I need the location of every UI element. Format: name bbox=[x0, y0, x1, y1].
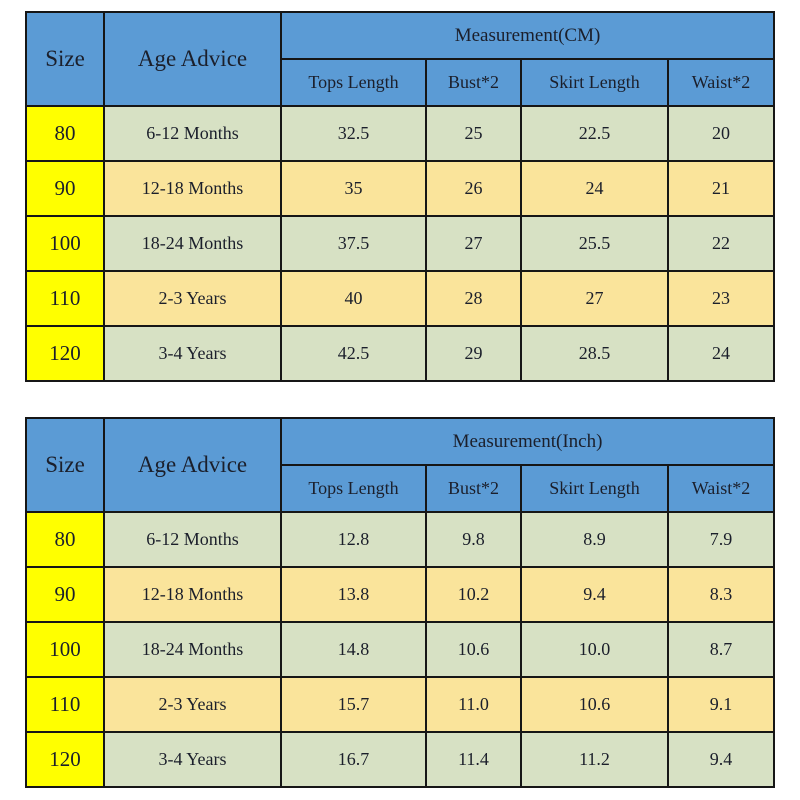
tops-length-column-header: Tops Length bbox=[280, 58, 427, 107]
age-advice-cell: 2-3 Years bbox=[103, 676, 282, 733]
waist-cell: 7.9 bbox=[666, 511, 776, 568]
header-row-main: Size Age Advice Measurement(Inch) bbox=[25, 417, 776, 513]
size-column-header: Size bbox=[25, 11, 105, 107]
age-advice-cell: 6-12 Months bbox=[103, 105, 282, 162]
age-advice-column-header: Age Advice bbox=[103, 11, 282, 107]
size-cell: 100 bbox=[25, 215, 105, 272]
table-row: 110 2-3 Years 15.7 11.0 10.6 9.1 bbox=[25, 676, 776, 733]
skirt-length-cell: 24 bbox=[520, 160, 669, 217]
table-row: 100 18-24 Months 37.5 27 25.5 22 bbox=[25, 215, 776, 272]
waist-cell: 24 bbox=[666, 325, 776, 382]
bust-column-header: Bust*2 bbox=[425, 58, 522, 107]
waist-column-header: Waist*2 bbox=[666, 58, 776, 107]
skirt-length-cell: 9.4 bbox=[520, 566, 669, 623]
table-row: 90 12-18 Months 13.8 10.2 9.4 8.3 bbox=[25, 566, 776, 623]
bust-cell: 29 bbox=[425, 325, 522, 382]
skirt-length-cell: 27 bbox=[520, 270, 669, 327]
bust-cell: 26 bbox=[425, 160, 522, 217]
age-advice-cell: 12-18 Months bbox=[103, 566, 282, 623]
size-cell: 80 bbox=[25, 511, 105, 568]
skirt-length-cell: 10.6 bbox=[520, 676, 669, 733]
tops-length-cell: 37.5 bbox=[280, 215, 427, 272]
tops-length-column-header: Tops Length bbox=[280, 464, 427, 513]
bust-cell: 11.4 bbox=[425, 731, 522, 788]
tops-length-cell: 35 bbox=[280, 160, 427, 217]
skirt-length-cell: 28.5 bbox=[520, 325, 669, 382]
age-advice-cell: 3-4 Years bbox=[103, 325, 282, 382]
waist-cell: 9.1 bbox=[666, 676, 776, 733]
skirt-length-column-header: Skirt Length bbox=[520, 464, 669, 513]
tops-length-cell: 42.5 bbox=[280, 325, 427, 382]
waist-cell: 22 bbox=[666, 215, 776, 272]
age-advice-column-header: Age Advice bbox=[103, 417, 282, 513]
tops-length-cell: 15.7 bbox=[280, 676, 427, 733]
age-advice-cell: 12-18 Months bbox=[103, 160, 282, 217]
tops-length-cell: 32.5 bbox=[280, 105, 427, 162]
bust-cell: 27 bbox=[425, 215, 522, 272]
bust-cell: 25 bbox=[425, 105, 522, 162]
size-cell: 120 bbox=[25, 731, 105, 788]
table-row: 80 6-12 Months 32.5 25 22.5 20 bbox=[25, 105, 776, 162]
header-row-sub: Tops Length Bust*2 Skirt Length Waist*2 bbox=[26, 464, 776, 513]
size-cell: 110 bbox=[25, 270, 105, 327]
table-row: 90 12-18 Months 35 26 24 21 bbox=[25, 160, 776, 217]
tops-length-cell: 12.8 bbox=[280, 511, 427, 568]
skirt-length-cell: 10.0 bbox=[520, 621, 669, 678]
age-advice-cell: 6-12 Months bbox=[103, 511, 282, 568]
header-row-main: Size Age Advice Measurement(CM) bbox=[25, 11, 776, 107]
waist-cell: 20 bbox=[666, 105, 776, 162]
table-row: 120 3-4 Years 42.5 29 28.5 24 bbox=[25, 325, 776, 382]
waist-column-header: Waist*2 bbox=[666, 464, 776, 513]
skirt-length-cell: 22.5 bbox=[520, 105, 669, 162]
size-cell: 110 bbox=[25, 676, 105, 733]
bust-cell: 10.2 bbox=[425, 566, 522, 623]
waist-cell: 9.4 bbox=[666, 731, 776, 788]
age-advice-cell: 18-24 Months bbox=[103, 621, 282, 678]
bust-column-header: Bust*2 bbox=[425, 464, 522, 513]
tops-length-cell: 40 bbox=[280, 270, 427, 327]
bust-cell: 10.6 bbox=[425, 621, 522, 678]
size-column-header: Size bbox=[25, 417, 105, 513]
skirt-length-cell: 11.2 bbox=[520, 731, 669, 788]
table-row: 100 18-24 Months 14.8 10.6 10.0 8.7 bbox=[25, 621, 776, 678]
waist-cell: 21 bbox=[666, 160, 776, 217]
tops-length-cell: 16.7 bbox=[280, 731, 427, 788]
size-chart-inch-table: Size Age Advice Measurement(Inch) Tops L… bbox=[25, 417, 776, 788]
bust-cell: 9.8 bbox=[425, 511, 522, 568]
skirt-length-column-header: Skirt Length bbox=[520, 58, 669, 107]
tops-length-cell: 13.8 bbox=[280, 566, 427, 623]
size-cell: 90 bbox=[25, 160, 105, 217]
size-cell: 120 bbox=[25, 325, 105, 382]
size-cell: 80 bbox=[25, 105, 105, 162]
waist-cell: 8.3 bbox=[666, 566, 776, 623]
age-advice-cell: 2-3 Years bbox=[103, 270, 282, 327]
waist-cell: 8.7 bbox=[666, 621, 776, 678]
tops-length-cell: 14.8 bbox=[280, 621, 427, 678]
size-cell: 90 bbox=[25, 566, 105, 623]
size-chart-cm-table: Size Age Advice Measurement(CM) Tops Len… bbox=[25, 11, 776, 382]
skirt-length-cell: 25.5 bbox=[520, 215, 669, 272]
age-advice-cell: 3-4 Years bbox=[103, 731, 282, 788]
skirt-length-cell: 8.9 bbox=[520, 511, 669, 568]
table-row: 80 6-12 Months 12.8 9.8 8.9 7.9 bbox=[25, 511, 776, 568]
age-advice-cell: 18-24 Months bbox=[103, 215, 282, 272]
size-cell: 100 bbox=[25, 621, 105, 678]
measurement-cm-header: Measurement(CM) bbox=[279, 11, 776, 60]
header-row-sub: Tops Length Bust*2 Skirt Length Waist*2 bbox=[26, 58, 776, 107]
waist-cell: 23 bbox=[666, 270, 776, 327]
bust-cell: 28 bbox=[425, 270, 522, 327]
bust-cell: 11.0 bbox=[425, 676, 522, 733]
table-row: 110 2-3 Years 40 28 27 23 bbox=[25, 270, 776, 327]
measurement-inch-header: Measurement(Inch) bbox=[279, 417, 776, 466]
table-row: 120 3-4 Years 16.7 11.4 11.2 9.4 bbox=[25, 731, 776, 788]
